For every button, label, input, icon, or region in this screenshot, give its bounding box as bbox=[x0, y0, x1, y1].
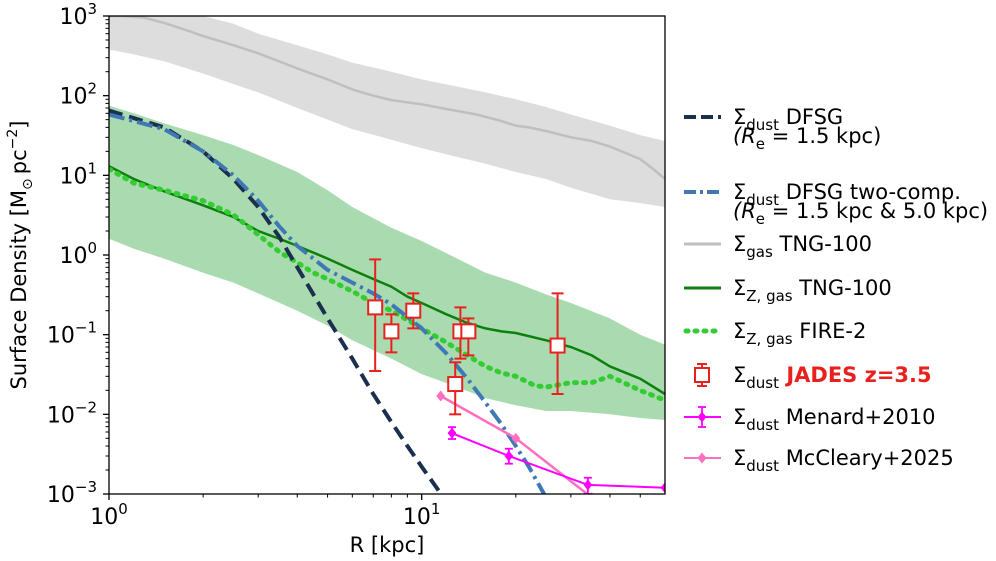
band-1 bbox=[109, 105, 665, 420]
y-tick-label-0: 10−3 bbox=[47, 478, 97, 508]
jades-point-5 bbox=[460, 323, 477, 340]
y-tick-label-5: 102 bbox=[59, 80, 97, 110]
series-point-8-2 bbox=[583, 479, 593, 491]
legend-label-3: ΣZ, gas TNG-100 bbox=[733, 276, 892, 305]
jades-point-2 bbox=[405, 302, 422, 319]
y-tick-label-6: 103 bbox=[59, 0, 97, 30]
y-axis-label-close: ] bbox=[7, 121, 31, 129]
series-line-8 bbox=[451, 432, 665, 489]
y-axis-label: Surface Density [M⊙ pc−2] bbox=[5, 121, 36, 390]
jades-point-0 bbox=[367, 299, 384, 316]
series-point-7-0 bbox=[436, 390, 446, 402]
legend-label-7: Σdust McCleary+2025 bbox=[733, 446, 954, 475]
legend-marker-6 bbox=[697, 411, 707, 423]
legend-label-4: ΣZ, gas FIRE-2 bbox=[733, 319, 866, 348]
y-axis-label-main: Surface Density [M bbox=[7, 190, 31, 390]
series-point-8-1 bbox=[504, 450, 514, 462]
legend-label-2: Σgas TNG-100 bbox=[733, 232, 872, 261]
jades-point-6 bbox=[549, 337, 566, 354]
series-point-8-0 bbox=[447, 427, 457, 439]
legend-label-1: Σdust DFSG two-comp. bbox=[733, 180, 961, 209]
y-tick-label-2: 10−1 bbox=[47, 319, 97, 349]
series-line-2 bbox=[109, 16, 665, 180]
legend-label-6: Σdust Menard+2010 bbox=[733, 405, 936, 434]
y-tick-label-3: 100 bbox=[59, 239, 97, 269]
y-axis-label-unit: pc bbox=[7, 149, 31, 174]
y-tick-label-4: 101 bbox=[59, 159, 97, 189]
series-point-7-1 bbox=[511, 432, 521, 444]
series-line-4 bbox=[109, 166, 665, 403]
y-tick-label-1: 10−2 bbox=[47, 398, 97, 428]
series-line-6 bbox=[109, 112, 547, 494]
legend-label-line2-0: (Re = 1.5 kpc) bbox=[733, 124, 881, 153]
legend-label-5: Σdust JADES z=3.5 bbox=[733, 363, 932, 392]
x-axis-label: R [kpc] bbox=[350, 533, 425, 557]
legend-marker-7 bbox=[697, 452, 707, 464]
legend: Σdust DFSG(Re = 1.5 kpc) Σdust DFSG two-c… bbox=[683, 105, 988, 475]
x-tick-label-0: 100 bbox=[90, 500, 128, 530]
jades-point-3 bbox=[447, 376, 464, 393]
x-tick-label-1: 101 bbox=[403, 500, 441, 530]
legend-label-line2-1: (Re = 1.5 kpc & 5.0 kpc) bbox=[733, 199, 988, 228]
y-axis-label-exp: −2 bbox=[5, 129, 21, 150]
legend-label-0: Σdust DFSG bbox=[733, 105, 843, 134]
y-axis-label-sun: ⊙ bbox=[20, 178, 36, 190]
jades-point-1 bbox=[383, 323, 400, 340]
band-0 bbox=[109, 16, 665, 207]
series-line-5 bbox=[109, 108, 444, 494]
series-point-8-3 bbox=[660, 482, 665, 494]
legend-swatch-5 bbox=[694, 367, 710, 383]
